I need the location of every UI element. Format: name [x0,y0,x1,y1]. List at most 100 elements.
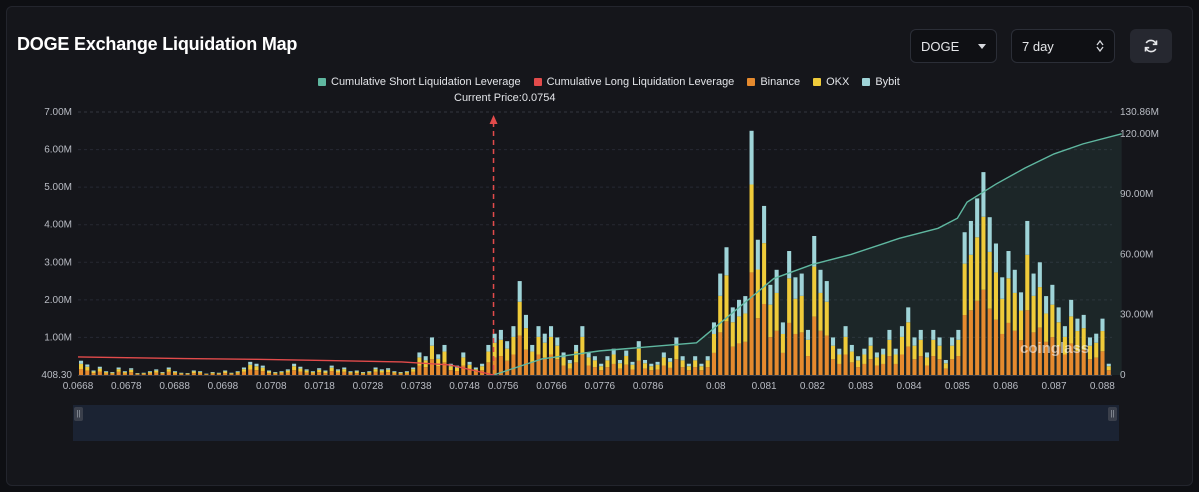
y-right-tick: 30.00M [1120,310,1153,321]
legend-item-short[interactable]: Cumulative Short Liquidation Leverage [318,76,521,88]
x-tick: 0.081 [752,381,777,392]
bar-okx [874,357,879,366]
bar-okx [229,373,234,375]
bar-okx [1056,322,1061,347]
bar-okx [661,357,666,366]
bar-bybit [273,371,278,373]
range-slider[interactable] [73,405,1119,441]
bar-okx [241,369,246,372]
bar-okx [210,372,215,374]
y-left-tick: 408.30 [41,370,72,381]
slider-right-handle[interactable]: || [1108,407,1117,421]
bar-okx [643,363,648,369]
bar-okx [805,339,810,357]
bar-binance [774,330,779,375]
coin-select[interactable]: DOGE [910,29,997,63]
bar-binance [285,372,290,375]
bar-binance [241,371,246,375]
bar-binance [1094,357,1099,375]
legend-label: Cumulative Short Liquidation Leverage [331,76,521,88]
bar-binance [542,357,547,375]
bar-okx [417,357,422,366]
bar-binance [110,373,115,375]
bar-okx [630,364,635,370]
legend-item-okx[interactable]: OKX [813,76,849,88]
bar-okx [812,266,817,317]
bar-bybit [254,363,259,367]
bar-okx [1069,316,1074,344]
bar-okx [580,336,585,355]
bar-okx [831,345,836,360]
legend-item-long[interactable]: Cumulative Long Liquidation Leverage [533,76,734,88]
bar-okx [1037,287,1042,328]
bar-okx [561,357,566,366]
x-tick: 0.084 [897,381,922,392]
bar-binance [805,356,810,375]
bar-bybit [943,359,948,364]
bar-okx [605,360,610,368]
bar-bybit [517,281,522,302]
bar-binance [498,356,503,375]
bar-binance [580,354,585,375]
bar-binance [392,373,397,375]
bar-okx [549,336,554,355]
bar-binance [711,352,716,375]
bar-bybit [536,326,541,337]
bar-binance [837,363,842,375]
bar-bybit [931,329,936,340]
bar-binance [661,365,666,375]
bar-bybit [981,172,986,217]
bar-binance [762,303,767,375]
bar-okx [1031,295,1036,333]
bar-binance [1106,370,1111,375]
bar-okx [166,369,171,372]
y-left-tick: 2.00M [44,295,72,306]
bar-okx [699,366,704,371]
bar-okx [492,342,497,358]
bar-binance [893,363,898,375]
slider-left-handle[interactable]: || [74,407,83,421]
range-select[interactable]: 7 day [1011,29,1115,63]
x-tick: 0.0718 [304,381,335,392]
legend-item-binance[interactable]: Binance [747,76,800,88]
bar-binance [455,371,460,375]
bar-bybit [630,361,635,365]
bar-bybit [110,371,115,373]
bar-binance [780,352,785,375]
bar-binance [1081,349,1086,375]
bar-binance [592,367,597,375]
x-tick: 0.086 [993,381,1018,392]
bar-bybit [1037,262,1042,288]
y-right-tick: 120.00M [1120,129,1159,140]
bar-bybit [304,369,309,371]
bar-binance [404,373,409,375]
x-tick: 0.08 [706,381,726,392]
bar-binance [818,330,823,375]
bar-okx [154,370,159,373]
legend-item-bybit[interactable]: Bybit [862,76,900,88]
bar-binance [737,343,742,375]
refresh-button[interactable] [1130,29,1172,63]
legend-swatch [318,78,326,86]
bar-okx [724,275,729,322]
bar-bybit [1062,326,1067,337]
bar-okx [617,363,622,369]
y-left-tick: 3.00M [44,257,72,268]
bar-binance [668,367,673,375]
bar-bybit [649,363,654,367]
bar-binance [147,373,152,375]
bar-binance [987,308,992,375]
bar-okx [411,369,416,372]
bar-binance [755,318,760,375]
bar-binance [279,373,284,375]
bar-bybit [542,333,547,343]
bar-binance [956,356,961,375]
bar-bybit [686,363,691,367]
bar-bybit [1000,277,1005,299]
bar-binance [906,346,911,375]
bar-binance [179,374,184,375]
bar-bybit [329,365,334,368]
bar-binance [617,368,622,375]
bar-okx [198,372,203,374]
